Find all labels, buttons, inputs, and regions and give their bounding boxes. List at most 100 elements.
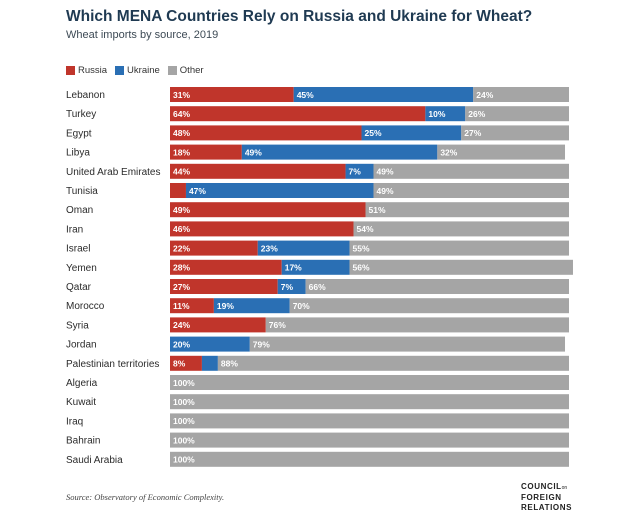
data-label-other-israel: 55%: [353, 243, 370, 253]
data-label-russia-lebanon: 31%: [173, 90, 190, 100]
category-label-jordan: Jordan: [66, 340, 97, 351]
bar-other-syria: [265, 317, 569, 333]
data-label-other-syria: 76%: [269, 320, 286, 330]
data-label-ukraine-qatar: 7%: [281, 282, 294, 292]
bar-ukraine-palestinian-territories: [201, 355, 218, 371]
chart-subtitle: Wheat imports by source, 2019: [66, 29, 219, 41]
data-label-ukraine-lebanon: 45%: [297, 90, 314, 100]
bar-other-turkey: [465, 106, 569, 122]
bar-russia-palestinian-territories: [170, 355, 202, 371]
data-label-russia-oman: 49%: [173, 205, 190, 215]
cfr-logo: COUNCILon FOREIGN RELATIONS: [521, 482, 572, 513]
legend-label-russia: Russia: [78, 65, 108, 76]
category-label-syria: Syria: [66, 320, 89, 331]
data-label-russia-iran: 46%: [173, 224, 190, 234]
data-label-other-palestinian-territories: 88%: [221, 359, 238, 369]
legend-swatch-other: [167, 66, 177, 75]
bar-russia-egypt: [170, 125, 362, 141]
data-label-other-morocco: 70%: [293, 301, 310, 311]
data-label-ukraine-egypt: 25%: [365, 128, 382, 138]
bar-other-libya: [437, 144, 566, 160]
category-label-iraq: Iraq: [66, 416, 83, 427]
source-prefix: Source:: [66, 492, 93, 502]
bar-russia-israel: [170, 240, 258, 256]
bar-ukraine-israel: [257, 240, 350, 256]
data-label-other-saudi-arabia: 100%: [173, 455, 195, 465]
data-label-russia-egypt: 48%: [173, 128, 190, 138]
data-label-russia-yemen: 28%: [173, 263, 190, 273]
category-label-saudi-arabia: Saudi Arabia: [66, 455, 123, 466]
bar-russia-syria: [170, 317, 266, 333]
data-label-other-qatar: 66%: [309, 282, 326, 292]
chart-legend: Russia Ukraine Other: [66, 65, 212, 76]
data-label-russia-israel: 22%: [173, 243, 190, 253]
data-label-other-kuwait: 100%: [173, 397, 195, 407]
legend-swatch-ukraine: [115, 66, 125, 75]
data-label-russia-morocco: 11%: [173, 301, 190, 311]
bar-other-morocco: [289, 298, 569, 314]
data-label-russia-turkey: 64%: [173, 109, 190, 119]
logo-line-1: COUNCILon: [521, 482, 572, 493]
data-label-other-iraq: 100%: [173, 416, 195, 426]
bar-other-iran: [353, 221, 569, 237]
data-label-other-yemen: 56%: [353, 263, 370, 273]
bar-other-jordan: [249, 336, 566, 352]
category-label-lebanon: Lebanon: [66, 90, 105, 101]
data-label-other-egypt: 27%: [464, 128, 481, 138]
data-label-ukraine-morocco: 19%: [217, 301, 234, 311]
bar-russia-turkey: [170, 106, 426, 122]
logo-word-council: COUNCIL: [521, 482, 562, 491]
bar-russia-tunisia: [170, 183, 186, 198]
legend-item-russia: Russia: [66, 65, 107, 76]
bar-russia-lebanon: [170, 87, 294, 102]
bar-ukraine-qatar: [277, 279, 306, 294]
chart-title: Which MENA Countries Rely on Russia and …: [66, 8, 533, 25]
data-label-ukraine-libya: 49%: [245, 147, 262, 157]
legend-label-other: Other: [179, 65, 204, 76]
data-label-other-algeria: 100%: [173, 378, 195, 388]
bar-russia-oman: [170, 202, 366, 218]
data-label-ukraine-jordan: 20%: [173, 339, 190, 349]
data-label-ukraine-turkey: 10%: [428, 109, 445, 119]
category-label-iran: Iran: [66, 224, 83, 235]
bar-other-egypt: [461, 125, 569, 141]
data-label-other-oman: 51%: [369, 205, 386, 215]
logo-line-3: RELATIONS: [521, 503, 573, 512]
data-label-russia-libya: 18%: [173, 147, 190, 157]
category-label-libya: Libya: [66, 148, 90, 159]
bar-ukraine-turkey: [425, 106, 466, 122]
legend-item-other: Other: [167, 65, 204, 76]
data-label-russia-syria: 24%: [173, 320, 190, 330]
bar-russia-libya: [170, 144, 242, 160]
category-label-oman: Oman: [66, 205, 93, 216]
bar-other-algeria: [170, 375, 569, 390]
data-label-other-jordan: 79%: [253, 339, 270, 349]
bar-other-lebanon: [473, 87, 569, 102]
category-label-israel: Israel: [66, 244, 90, 255]
bar-ukraine-morocco: [213, 298, 290, 314]
data-label-russia-qatar: 27%: [173, 282, 190, 292]
bar-ukraine-libya: [241, 144, 438, 160]
bar-ukraine-lebanon: [293, 87, 474, 102]
category-label-tunisia: Tunisia: [66, 186, 98, 197]
category-label-morocco: Morocco: [66, 301, 105, 312]
bar-other-israel: [349, 240, 569, 256]
bar-other-united-arab-emirates: [373, 163, 569, 179]
bar-russia-united-arab-emirates: [170, 163, 346, 179]
bar-other-oman: [365, 202, 569, 218]
data-label-other-lebanon: 24%: [476, 90, 493, 100]
data-label-other-libya: 32%: [440, 147, 457, 157]
bar-russia-yemen: [170, 259, 282, 275]
category-label-united-arab-emirates: United Arab Emirates: [66, 167, 161, 178]
logo-line-2: FOREIGN: [521, 493, 562, 502]
category-label-algeria: Algeria: [66, 378, 98, 389]
bar-ukraine-jordan: [170, 336, 250, 352]
data-label-russia-palestinian-territories: 8%: [173, 359, 186, 369]
bar-ukraine-egypt: [361, 125, 462, 141]
bar-other-tunisia: [373, 183, 569, 198]
data-label-other-iran: 54%: [357, 224, 374, 234]
data-label-ukraine-tunisia: 47%: [189, 186, 206, 196]
data-label-other-bahrain: 100%: [173, 435, 195, 445]
legend-item-ukraine: Ukraine: [115, 65, 160, 76]
bar-other-bahrain: [170, 432, 569, 448]
